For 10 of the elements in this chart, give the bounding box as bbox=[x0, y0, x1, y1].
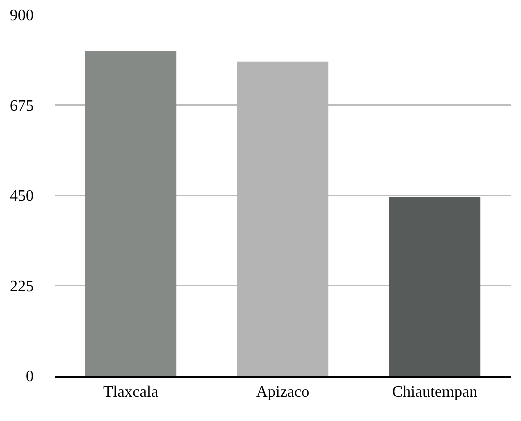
x-tick-label: Tlaxcala bbox=[103, 384, 159, 402]
bar bbox=[85, 51, 177, 376]
y-tick-label: 675 bbox=[10, 98, 34, 115]
y-tick-label: 900 bbox=[10, 8, 34, 25]
y-tick-label: 225 bbox=[10, 278, 34, 296]
y-tick-label: 450 bbox=[10, 188, 34, 206]
y-tick-label: 0 bbox=[26, 368, 34, 386]
x-tick-label: Chiautempan bbox=[392, 384, 478, 402]
x-tick-label: Apizaco bbox=[256, 384, 310, 402]
bar bbox=[389, 197, 481, 376]
